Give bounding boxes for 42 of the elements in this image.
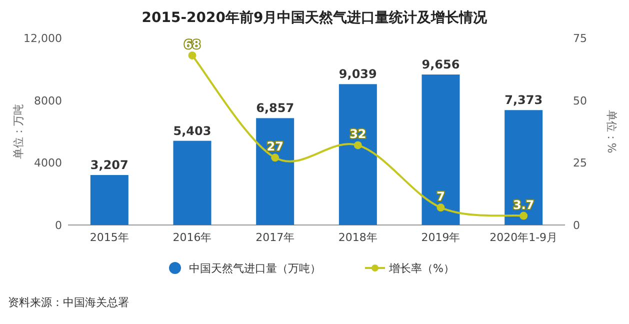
data-label: 68	[184, 37, 201, 52]
bar	[173, 140, 212, 225]
bar	[422, 74, 460, 225]
bar	[256, 118, 294, 225]
x-tick-label: 2019年	[421, 231, 460, 244]
data-label: 6,857	[256, 101, 294, 116]
chart-title: 2015-2020年前9月中国天然气进口量统计及增长情况	[142, 9, 488, 26]
data-label: 9,656	[422, 58, 460, 72]
y-tick-label: 0	[55, 219, 62, 232]
x-tick-label: 2020年1-9月	[490, 231, 558, 244]
data-label: 9,039	[338, 67, 377, 82]
y2-tick-label: 0	[573, 219, 580, 232]
point	[188, 51, 196, 60]
y2-axis-title: 单位：%	[605, 110, 618, 154]
legend-label: 增长率（%）	[388, 262, 454, 275]
y2-tick-label: 75	[573, 32, 587, 45]
x-tick-label: 2018年	[338, 231, 378, 244]
point	[354, 141, 362, 150]
y2-tick-label: 50	[573, 94, 587, 108]
point	[271, 154, 280, 162]
legend-label: 中国天然气进口量（万吨）	[189, 262, 321, 275]
data-label: 7,373	[504, 93, 543, 108]
bar	[338, 84, 377, 225]
data-label: 27	[266, 140, 284, 154]
bar	[504, 110, 543, 225]
text: 资料来源：中国海关总署	[8, 296, 129, 309]
data-label: 7	[436, 190, 445, 204]
data-label: 32	[350, 127, 366, 142]
y2-tick-label: 25	[573, 156, 587, 170]
x-tick-label: 2017年	[256, 231, 295, 244]
bar	[90, 175, 128, 225]
y-tick-label: 8000	[34, 94, 62, 108]
data-label: 5,403	[173, 124, 212, 138]
point	[436, 204, 445, 212]
data-label: 3,207	[90, 158, 128, 172]
data-label: 3.7	[512, 198, 534, 212]
x-tick-label: 2016年	[172, 231, 212, 244]
point	[520, 212, 528, 220]
y-tick-label: 12,000	[24, 32, 62, 45]
y-tick-label: 4000	[34, 156, 62, 170]
y-axis-title: 单位：万吨	[12, 104, 25, 159]
x-tick-label: 2015年	[90, 231, 129, 244]
